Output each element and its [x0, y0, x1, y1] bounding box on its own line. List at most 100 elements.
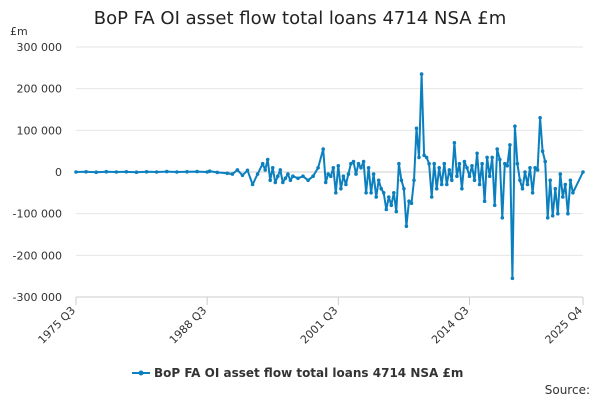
data-point	[359, 166, 363, 170]
data-point	[505, 164, 510, 168]
data-point	[447, 168, 452, 172]
data-point	[485, 155, 489, 160]
data-point	[361, 159, 366, 164]
data-point	[545, 216, 550, 220]
data-point	[500, 216, 505, 220]
data-point	[94, 170, 98, 174]
data-point	[326, 172, 331, 176]
data-point	[525, 182, 530, 187]
data-point	[558, 172, 563, 176]
data-point	[392, 191, 396, 195]
data-point	[412, 178, 416, 183]
y-tick-label: 0	[55, 166, 62, 179]
data-point	[492, 203, 497, 208]
data-point	[124, 170, 129, 174]
source-label: Source:	[545, 383, 590, 397]
series-line	[75, 73, 584, 280]
data-point	[283, 176, 288, 181]
data-point	[306, 178, 310, 183]
data-point	[482, 199, 487, 203]
data-point	[465, 166, 469, 170]
legend-label: BoP FA OI asset flow total loans 4714 NS…	[154, 366, 463, 380]
data-point	[175, 170, 179, 174]
data-point	[263, 168, 268, 172]
data-point	[154, 170, 159, 174]
data-point	[351, 159, 356, 164]
legend: BoP FA OI asset flow total loans 4714 NS…	[132, 366, 463, 380]
y-axis: 300 000 200 000 100 000 0 -100 000 -200 000 -3…	[13, 41, 62, 304]
data-point	[540, 149, 545, 153]
x-tick-label: 2014 Q3	[429, 304, 472, 347]
data-point	[291, 174, 295, 178]
data-point	[185, 170, 189, 174]
y-tick-label: 200 000	[17, 83, 63, 96]
data-point	[364, 191, 368, 195]
data-point	[424, 155, 429, 160]
data-point	[470, 164, 474, 168]
data-point	[535, 168, 540, 172]
data-point	[265, 157, 270, 162]
data-point	[255, 172, 260, 176]
data-point	[354, 172, 358, 176]
data-point	[329, 174, 333, 178]
data-point	[427, 161, 431, 166]
data-point	[114, 170, 119, 174]
data-point	[311, 174, 315, 178]
data-point	[490, 155, 495, 160]
data-point	[533, 166, 537, 170]
y-tick-label: -200 000	[13, 249, 62, 262]
data-point	[397, 161, 401, 166]
data-point	[571, 191, 575, 195]
data-point	[407, 199, 411, 203]
data-point	[515, 161, 520, 166]
data-point	[510, 276, 515, 281]
data-point	[334, 191, 338, 195]
data-point	[460, 186, 464, 191]
data-point	[462, 159, 467, 164]
data-point	[503, 161, 507, 166]
data-point	[581, 170, 585, 174]
series-layer	[74, 72, 585, 281]
data-point	[389, 203, 394, 208]
data-point	[475, 151, 479, 156]
data-point	[550, 214, 555, 218]
data-point	[316, 166, 320, 170]
data-point	[455, 174, 459, 178]
data-point	[356, 161, 361, 166]
data-point	[498, 157, 502, 162]
data-point	[344, 182, 348, 187]
y-tick-label: -100 000	[13, 208, 62, 221]
data-point	[270, 166, 275, 170]
data-point	[235, 168, 240, 172]
data-point	[321, 147, 326, 151]
data-point	[323, 180, 328, 185]
data-point	[349, 161, 353, 166]
data-point	[432, 161, 437, 166]
data-point	[394, 209, 399, 214]
data-point	[273, 180, 278, 185]
y-tick-label: -300 000	[13, 291, 62, 304]
data-point	[301, 174, 305, 178]
data-point	[296, 176, 300, 181]
data-point	[508, 143, 512, 147]
data-point	[225, 171, 230, 176]
data-point	[520, 186, 525, 191]
data-point	[245, 168, 250, 173]
data-point	[467, 174, 472, 178]
legend-swatch-marker	[138, 370, 144, 376]
data-point	[530, 191, 535, 195]
data-point	[331, 166, 336, 170]
data-point	[513, 124, 517, 128]
data-point	[563, 182, 568, 187]
data-point	[543, 159, 547, 164]
data-point	[376, 178, 381, 183]
data-point	[387, 195, 391, 199]
data-point	[339, 186, 343, 191]
data-point	[336, 164, 341, 168]
x-tick-label: 2001 Q3	[298, 304, 341, 347]
x-axis: 1975 Q3 1988 Q3 2001 Q3 2014 Q3 2025 Q4	[36, 296, 585, 347]
data-point	[402, 186, 406, 191]
data-point	[384, 207, 389, 212]
data-point	[399, 178, 404, 183]
